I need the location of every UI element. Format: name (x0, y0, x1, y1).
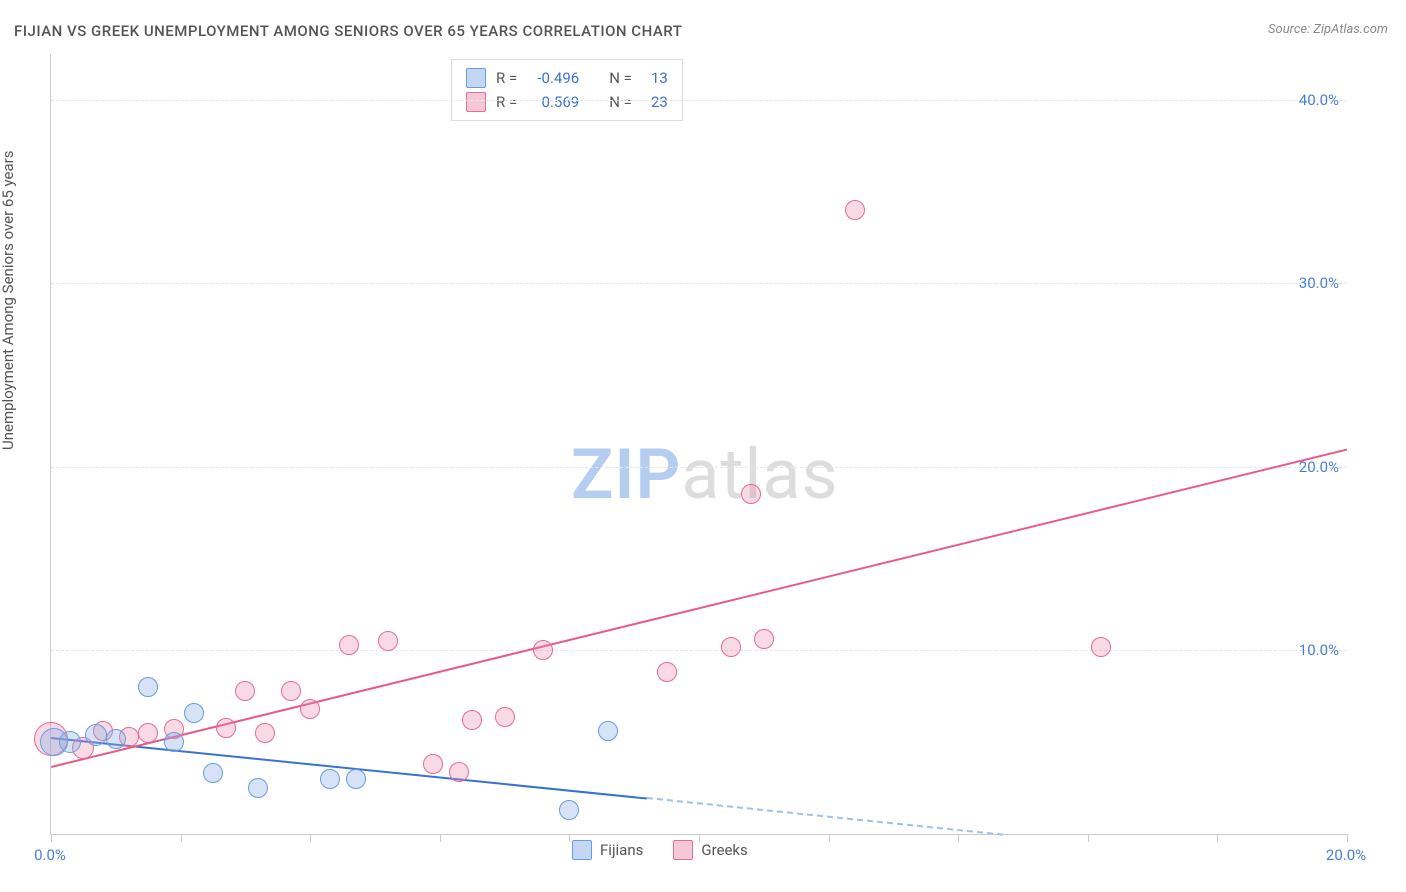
data-point-greeks (845, 200, 865, 220)
gridline (51, 283, 1347, 284)
x-tick-label: 20.0% (1326, 846, 1366, 864)
r-value-greeks: 0.569 (527, 90, 579, 114)
legend-item-fijians: Fijians (572, 840, 643, 860)
x-tick (181, 834, 182, 842)
data-point-greeks (255, 723, 275, 743)
data-point-greeks (741, 484, 761, 504)
trendline-fijians-extrapolated (647, 797, 1004, 836)
data-point-greeks (378, 631, 398, 651)
watermark: ZIPatlas (571, 434, 839, 516)
data-point-greeks (657, 662, 677, 682)
data-point-greeks (300, 699, 320, 719)
data-point-fijians (106, 729, 126, 749)
watermark-atlas: atlas (681, 434, 838, 516)
data-point-fijians (559, 800, 579, 820)
data-point-greeks (281, 681, 301, 701)
x-tick (958, 834, 959, 842)
data-point-greeks (495, 707, 515, 727)
data-point-fijians (164, 732, 184, 752)
y-tick-label: 40.0% (1299, 91, 1339, 109)
data-point-greeks (533, 640, 553, 660)
gridline (51, 650, 1347, 651)
data-point-greeks (423, 754, 443, 774)
scatter-plot-area: ZIPatlas R = -0.496 N = 13 R = 0.569 N =… (50, 54, 1347, 835)
trendline-greeks (51, 449, 1347, 768)
x-tick (569, 834, 570, 842)
data-point-fijians (320, 769, 340, 789)
data-point-fijians (203, 763, 223, 783)
legend: Fijians Greeks (572, 840, 748, 860)
x-tick (1347, 834, 1348, 842)
y-axis-label: Unemployment Among Seniors over 65 years (0, 151, 17, 450)
r-value-fijians: -0.496 (527, 66, 579, 90)
legend-label-fijians: Fijians (600, 841, 643, 859)
data-point-fijians (598, 721, 618, 741)
stats-row-greeks: R = 0.569 N = 23 (466, 90, 668, 114)
x-tick-label: 0.0% (34, 846, 66, 864)
legend-label-greeks: Greeks (701, 841, 747, 859)
swatch-pink-icon (673, 840, 693, 860)
stats-row-fijians: R = -0.496 N = 13 (466, 66, 668, 90)
n-value-fijians: 13 (642, 66, 668, 90)
x-tick (310, 834, 311, 842)
x-tick (829, 834, 830, 842)
source-attribution: Source: ZipAtlas.com (1268, 22, 1388, 37)
x-tick (51, 834, 52, 842)
x-tick (1088, 834, 1089, 842)
data-point-fijians (248, 778, 268, 798)
r-label: R = (496, 66, 517, 90)
x-tick (1217, 834, 1218, 842)
correlation-stats-box: R = -0.496 N = 13 R = 0.569 N = 23 (451, 59, 683, 121)
n-label: N = (609, 66, 632, 90)
data-point-greeks (1091, 637, 1111, 657)
data-point-greeks (462, 710, 482, 730)
watermark-zip: ZIP (571, 434, 681, 516)
chart-title: FIJIAN VS GREEK UNEMPLOYMENT AMONG SENIO… (14, 22, 682, 40)
data-point-greeks (138, 723, 158, 743)
data-point-greeks (216, 718, 236, 738)
legend-item-greeks: Greeks (673, 840, 747, 860)
data-point-fijians (59, 731, 81, 753)
n-value-greeks: 23 (642, 90, 668, 114)
gridline (51, 100, 1347, 101)
data-point-greeks (721, 637, 741, 657)
gridline (51, 467, 1347, 468)
data-point-greeks (754, 629, 774, 649)
data-point-fijians (184, 703, 204, 723)
x-tick (440, 834, 441, 842)
r-label: R = (496, 90, 517, 114)
y-tick-label: 10.0% (1299, 641, 1339, 659)
data-point-greeks (235, 681, 255, 701)
n-label: N = (609, 90, 632, 114)
data-point-fijians (346, 769, 366, 789)
swatch-blue-icon (572, 840, 592, 860)
data-point-greeks (339, 635, 359, 655)
data-point-greeks (449, 762, 469, 782)
swatch-pink-icon (466, 92, 486, 112)
swatch-blue-icon (466, 68, 486, 88)
data-point-fijians (138, 677, 158, 697)
y-tick-label: 30.0% (1299, 274, 1339, 292)
data-point-fijians (85, 724, 107, 746)
